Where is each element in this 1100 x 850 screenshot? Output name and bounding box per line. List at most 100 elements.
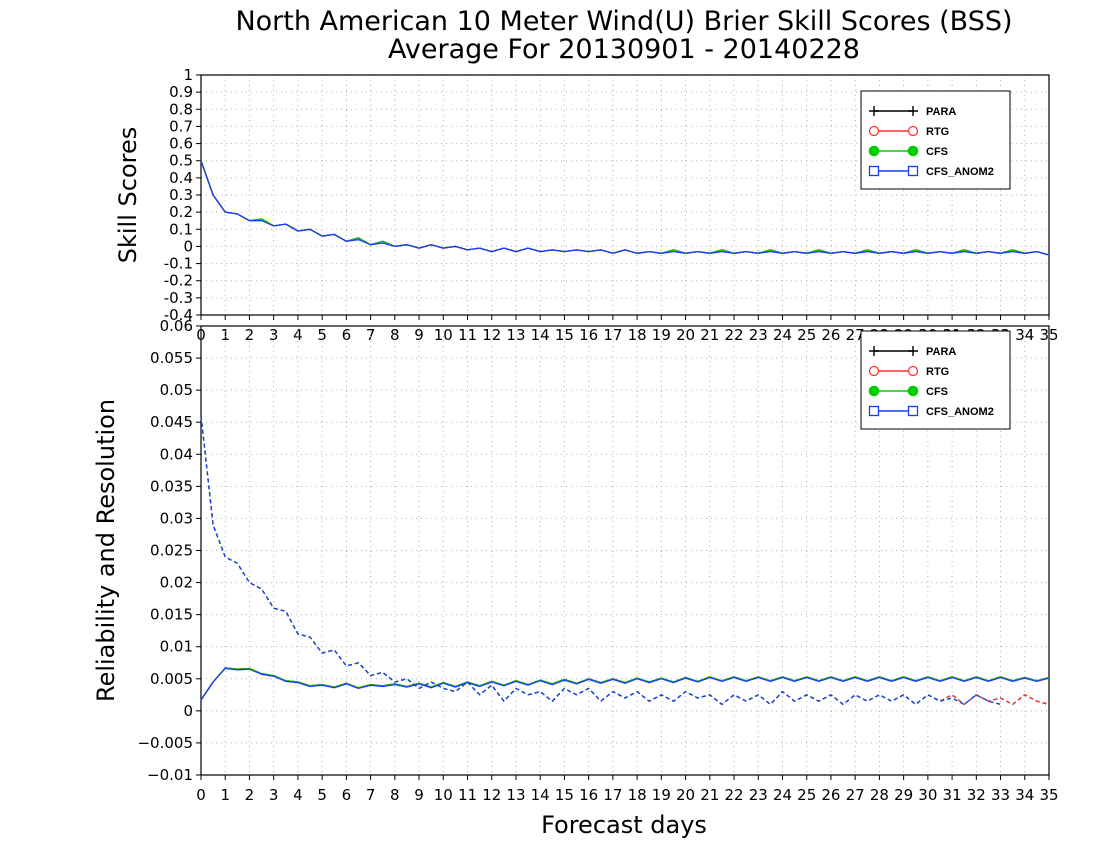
x-tick-label: 5 <box>317 786 327 804</box>
x-tick-label: 30 <box>918 786 937 804</box>
x-tick-label: 25 <box>797 326 816 344</box>
x-tick-label: 1 <box>220 786 230 804</box>
y-tick-label: −0.005 <box>137 734 193 752</box>
chart-panel-2: 0.060.0550.050.0450.040.0350.030.0250.02… <box>92 317 1059 804</box>
y-tick-label: 0.04 <box>160 445 193 463</box>
x-tick-label: 29 <box>894 786 913 804</box>
x-tick-label: 13 <box>506 326 525 344</box>
y-tick-label: 0.02 <box>160 574 193 592</box>
x-tick-label: 6 <box>342 326 352 344</box>
legend-marker <box>907 365 919 377</box>
x-tick-label: 26 <box>821 786 840 804</box>
legend-marker <box>868 125 880 137</box>
y-tick-label: 0.05 <box>160 381 193 399</box>
legend-marker <box>908 346 918 356</box>
x-tick-label: 8 <box>390 786 400 804</box>
legend-label: CFS <box>926 386 948 398</box>
x-tick-label: 2 <box>245 786 255 804</box>
y-tick-label: 0.9 <box>169 83 193 101</box>
legend-marker <box>908 106 918 116</box>
x-tick-label: 32 <box>967 786 986 804</box>
x-tick-label: 14 <box>531 786 550 804</box>
legend: PARA RTG CFS CFS_ANOM2 <box>860 330 1011 430</box>
legend-label: CFS <box>926 146 948 158</box>
x-tick-label: 23 <box>749 326 768 344</box>
x-tick-label: 35 <box>1039 786 1058 804</box>
x-tick-label: 17 <box>603 326 622 344</box>
chart-panels: 10.90.80.70.60.50.40.30.20.10-0.1-0.2-0.… <box>92 66 1059 804</box>
legend-marker <box>869 346 879 356</box>
y-tick-label: 0.5 <box>169 152 193 170</box>
y-tick-label: −0.01 <box>147 766 193 784</box>
y-tick-label: -0.1 <box>164 255 193 273</box>
x-tick-label: 17 <box>603 786 622 804</box>
y-tick-label: 0.7 <box>169 117 193 135</box>
legend-marker <box>868 405 880 417</box>
series-line-cfs <box>200 667 1050 701</box>
legend-label: PARA <box>926 106 956 118</box>
x-tick-label: 19 <box>652 786 671 804</box>
x-tick-label: 6 <box>342 786 352 804</box>
y-tick-label: 0.4 <box>169 169 193 187</box>
x-tick-label: 34 <box>1015 326 1034 344</box>
x-tick-label: 0 <box>196 786 206 804</box>
x-tick-label: 21 <box>700 786 719 804</box>
x-tick-label: 1 <box>220 326 230 344</box>
y-tick-label: -0.3 <box>164 289 193 307</box>
y-tick-label: -0.4 <box>164 306 193 324</box>
y-axis-label: Skill Scores <box>114 127 142 264</box>
legend-label: PARA <box>926 346 956 358</box>
y-tick-label: 0.01 <box>160 638 193 656</box>
x-tick-label: 24 <box>773 326 792 344</box>
y-tick-label: 0.055 <box>150 349 193 367</box>
series-line-para <box>200 667 1050 701</box>
y-tick-label: 0.3 <box>169 186 193 204</box>
x-tick-label: 27 <box>846 786 865 804</box>
legend-marker <box>868 385 880 397</box>
x-tick-label: 20 <box>676 786 695 804</box>
y-tick-label: 0.015 <box>150 606 193 624</box>
legend-marker <box>907 145 919 157</box>
legend: PARA RTG CFS CFS_ANOM2 <box>860 90 1011 190</box>
x-tick-label: 7 <box>366 326 376 344</box>
x-tick-label: 34 <box>1015 786 1034 804</box>
legend-marker <box>868 145 880 157</box>
y-tick-label: 0.035 <box>150 477 193 495</box>
series-line-cfs-dashed <box>200 415 1001 706</box>
x-tick-label: 10 <box>434 326 453 344</box>
x-tick-label: 21 <box>700 326 719 344</box>
x-tick-label: 10 <box>434 786 453 804</box>
x-tick-label: 25 <box>797 786 816 804</box>
y-tick-label: 0 <box>183 237 193 255</box>
x-tick-label: 16 <box>579 326 598 344</box>
x-axis-label: Forecast days <box>541 811 707 839</box>
y-tick-label: 0 <box>183 702 193 720</box>
chart-panel-1: 10.90.80.70.60.50.40.30.20.10-0.1-0.2-0.… <box>114 66 1059 344</box>
x-tick-label: 27 <box>846 326 865 344</box>
x-tick-label: 16 <box>579 786 598 804</box>
x-tick-label: 20 <box>676 326 695 344</box>
series-line-cfs-anom2-dashed <box>200 415 1001 706</box>
y-tick-label: 1 <box>183 66 193 84</box>
x-tick-label: 9 <box>414 326 424 344</box>
x-tick-label: 18 <box>628 786 647 804</box>
x-tick-label: 18 <box>628 326 647 344</box>
x-tick-label: 3 <box>269 786 279 804</box>
series-line-rtg <box>200 667 1050 701</box>
x-tick-label: 4 <box>293 786 303 804</box>
x-tick-label: 8 <box>390 326 400 344</box>
y-tick-label: 0.1 <box>169 220 193 238</box>
x-tick-label: 26 <box>821 326 840 344</box>
legend-marker <box>868 365 880 377</box>
y-tick-label: 0.03 <box>160 509 193 527</box>
y-tick-label: 0.6 <box>169 135 193 153</box>
y-tick-label: 0.045 <box>150 413 193 431</box>
legend-label: RTG <box>926 126 949 138</box>
y-tick-label: 0.06 <box>160 317 193 335</box>
y-axis-label: Reliability and Resolution <box>92 399 120 702</box>
legend-box <box>860 330 1011 430</box>
legend-label: CFS_ANOM2 <box>926 166 994 178</box>
x-tick-label: 14 <box>531 326 550 344</box>
x-tick-label: 33 <box>991 786 1010 804</box>
